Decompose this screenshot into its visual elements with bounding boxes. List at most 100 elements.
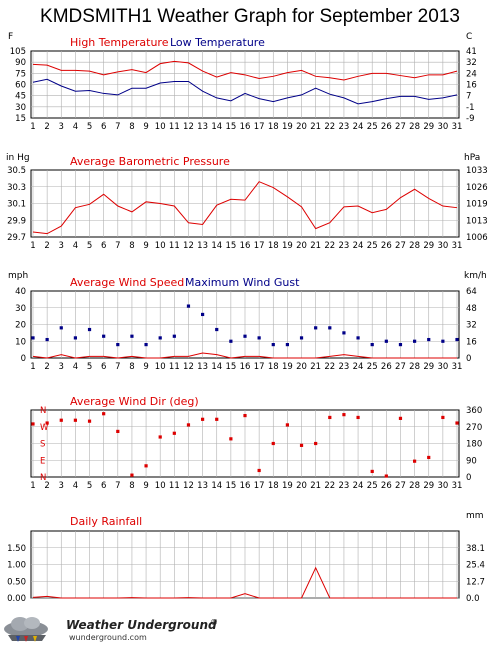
wind-dir-title: Average Wind Dir (deg) (70, 395, 199, 408)
data-point (45, 337, 49, 342)
x-tick-label: 21 (310, 122, 321, 132)
data-point (314, 326, 318, 330)
x-tick-label: 22 (324, 362, 335, 372)
left-tick-label: 30.3 (7, 183, 26, 193)
data-point (31, 336, 35, 340)
x-tick-label: 11 (169, 481, 180, 491)
right-tick-label: 1033 (466, 166, 488, 176)
x-tick-label: 11 (169, 241, 180, 251)
x-tick-label: 25 (367, 481, 378, 491)
x-tick-label: 30 (437, 481, 448, 491)
data-point (130, 334, 134, 338)
x-tick-label: 22 (324, 241, 335, 251)
data-point (384, 474, 388, 478)
x-tick-label: 18 (268, 241, 279, 251)
data-point (427, 337, 431, 342)
x-tick-label: 23 (339, 122, 350, 132)
x-tick-label: 16 (240, 122, 251, 132)
x-tick-label: 3 (59, 241, 64, 251)
data-point (172, 334, 176, 338)
right-tick-label: 64 (466, 287, 477, 297)
data-point (370, 469, 374, 474)
data-point (116, 343, 120, 347)
data-point (370, 343, 374, 347)
left-tick-label: 29.9 (7, 216, 26, 226)
pressure-left-unit: in Hg (6, 153, 30, 163)
x-tick-label: 5 (87, 362, 92, 372)
x-tick-label: 1 (30, 122, 35, 132)
x-tick-label: 26 (381, 122, 392, 132)
x-tick-label: 19 (282, 362, 293, 372)
x-tick-label: 7 (115, 481, 120, 491)
legend-maximum-wind-gust: Maximum Wind Gust (185, 276, 300, 289)
x-tick-label: 2 (44, 241, 49, 251)
x-tick-label: 30 (437, 241, 448, 251)
right-tick-label: 41 (466, 47, 477, 57)
data-point (285, 343, 289, 347)
x-tick-label: 24 (353, 241, 364, 251)
data-point (356, 336, 360, 340)
x-tick-label: 21 (310, 241, 321, 251)
x-tick-label: 30 (437, 362, 448, 372)
data-point (427, 455, 431, 460)
data-point (441, 415, 445, 420)
x-tick-label: 15 (225, 241, 236, 251)
left-tick-label: E (40, 456, 45, 466)
data-point (455, 337, 459, 342)
right-tick-label: 1026 (466, 183, 488, 193)
x-tick-label: 29 (423, 241, 434, 251)
x-tick-label: 27 (395, 481, 406, 491)
series-line (32, 60, 458, 81)
data-point (243, 413, 247, 418)
x-tick-label: 12 (183, 241, 194, 251)
x-tick-label: 10 (155, 122, 166, 132)
x-tick-label: 31 (452, 122, 463, 132)
x-tick-label: 17 (254, 122, 265, 132)
x-tick-label: 14 (211, 122, 222, 132)
data-point (158, 336, 162, 340)
x-tick-label: 11 (169, 362, 180, 372)
x-tick-label: 4 (73, 362, 78, 372)
right-tick-label: 7 (466, 92, 471, 102)
legend-average-wind-speed: Average Wind Speed (70, 276, 184, 289)
right-tick-label: 24 (466, 69, 477, 79)
x-tick-label: 9 (143, 241, 148, 251)
data-point (102, 412, 106, 416)
data-point (31, 422, 35, 426)
left-tick-label: 1.00 (7, 561, 26, 571)
legend-high-temperature: High Temperature (70, 36, 169, 49)
right-tick-label: 1006 (466, 233, 488, 243)
right-tick-label: 270 (466, 423, 482, 433)
temp-right-unit: C (466, 32, 472, 42)
x-tick-label: 1 (30, 241, 35, 251)
x-tick-label: 21 (310, 362, 321, 372)
data-point (398, 343, 403, 347)
x-tick-label: 15 (225, 481, 236, 491)
data-point (102, 334, 106, 338)
x-tick-label: 27 (395, 241, 406, 251)
left-tick-label: 105 (10, 47, 26, 57)
data-point (455, 421, 459, 425)
data-point (257, 336, 261, 340)
x-tick-label: 28 (409, 241, 420, 251)
x-tick-label: 25 (367, 241, 378, 251)
x-tick-label: 7 (115, 122, 120, 132)
page-title: KMDSMITH1 Weather Graph for September 20… (40, 6, 460, 27)
data-point (130, 473, 134, 477)
data-point (229, 437, 233, 441)
left-tick-label: 60 (15, 81, 26, 91)
left-tick-label: W (40, 423, 49, 433)
data-point (73, 418, 77, 422)
data-point (257, 468, 261, 473)
legend-low-temperature: Low Temperature (170, 36, 265, 49)
right-tick-label: 25.4 (466, 561, 485, 571)
left-tick-label: 30.5 (7, 166, 26, 176)
x-tick-label: 13 (197, 481, 208, 491)
x-tick-label: 8 (129, 241, 134, 251)
x-tick-label: 19 (282, 481, 293, 491)
data-point (342, 331, 346, 335)
series-line (32, 78, 458, 105)
x-tick-label: 10 (155, 481, 166, 491)
x-tick-label: 6 (101, 362, 106, 372)
